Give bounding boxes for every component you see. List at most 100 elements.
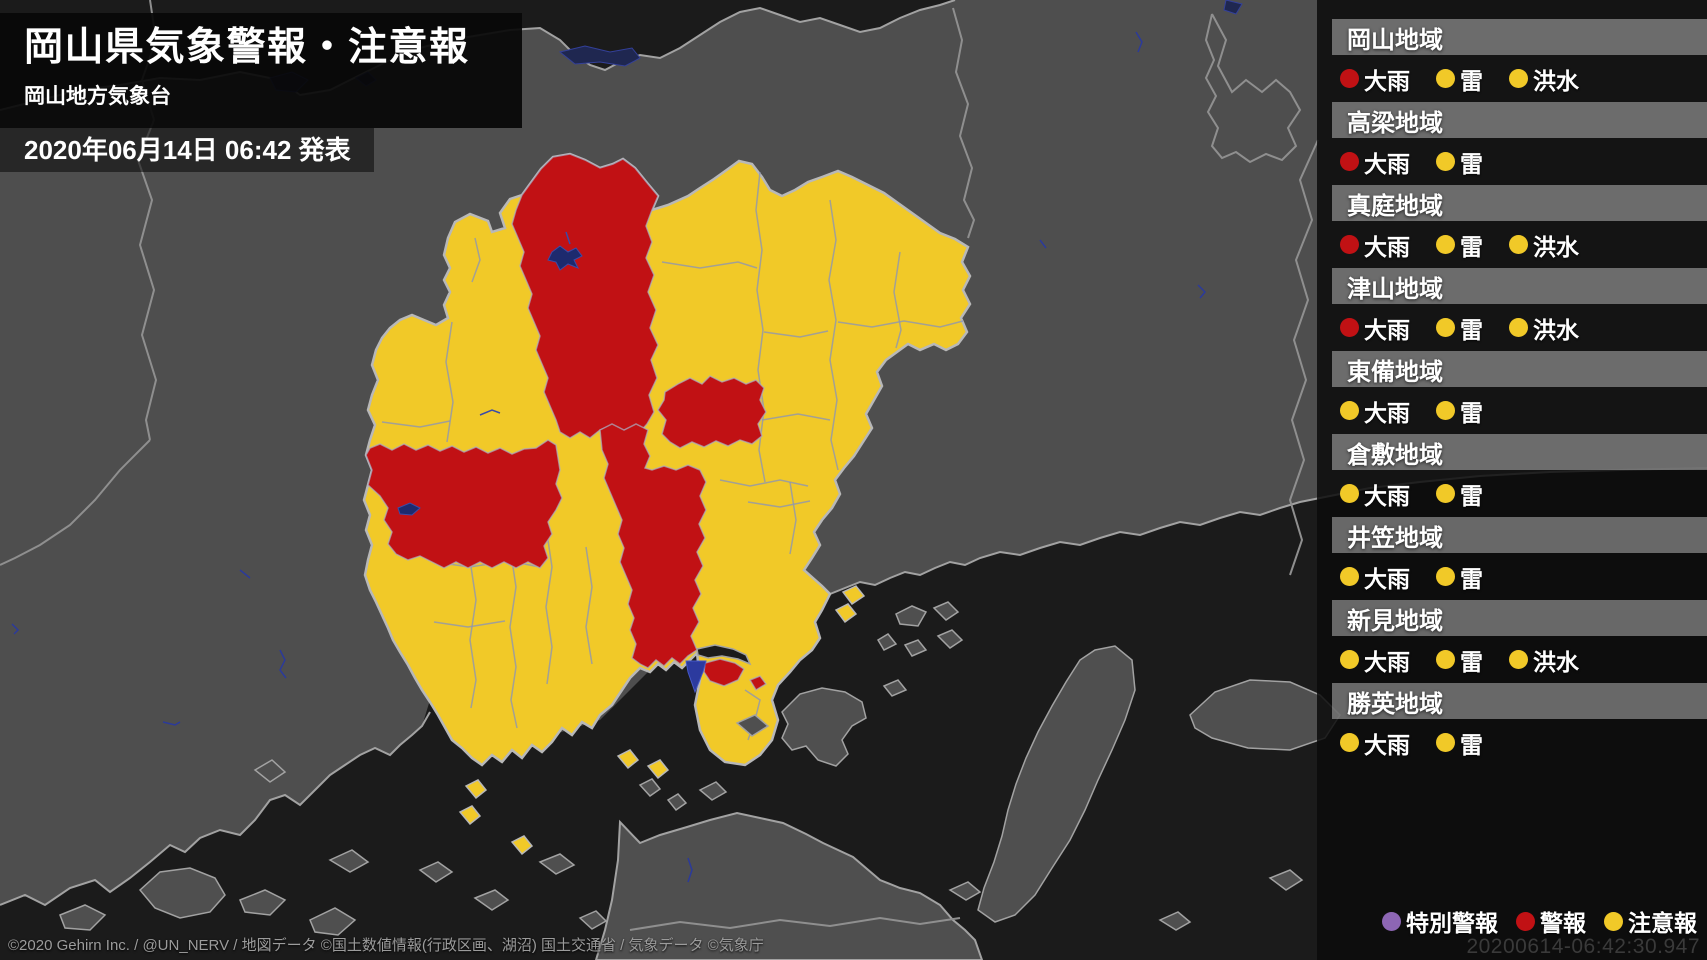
warning-item: 雷 <box>1436 643 1483 677</box>
warning-item: 洪水 <box>1509 228 1579 262</box>
warning-regions <box>365 153 768 692</box>
warning-label: 洪水 <box>1533 233 1579 260</box>
region-block: 東備地域 大雨 雷 <box>1317 351 1707 434</box>
warning-item: 洪水 <box>1509 643 1579 677</box>
warning-item: 大雨 <box>1340 477 1410 511</box>
advisory-dot-icon <box>1436 318 1455 337</box>
region-header: 倉敷地域 <box>1332 434 1707 470</box>
region-warnings: 大雨 雷 <box>1340 719 1707 766</box>
lake <box>1223 0 1243 15</box>
region-header: 高梁地域 <box>1332 102 1707 138</box>
warning-item: 雷 <box>1436 311 1483 345</box>
warning-label: 特別警報 <box>1406 910 1498 936</box>
region-block: 倉敷地域 大雨 雷 <box>1317 434 1707 517</box>
issued-timestamp: 2020年06月14日 06:42 発表 <box>0 128 374 172</box>
warning-label: 大雨 <box>1364 233 1410 260</box>
warning-label: 洪水 <box>1533 67 1579 94</box>
advisory-dot-icon <box>1340 567 1359 586</box>
warning-item: 大雨 <box>1340 145 1410 179</box>
warning-item: 雷 <box>1436 145 1483 179</box>
warning-item: 雷 <box>1436 477 1483 511</box>
region-block: 津山地域 大雨 雷 洪水 <box>1317 268 1707 351</box>
region-block: 井笠地域 大雨 雷 <box>1317 517 1707 600</box>
warning-item: 大雨 <box>1340 726 1410 760</box>
alert-list: 岡山地域 大雨雷洪水 高梁地域 大雨雷 真庭地域 大雨雷洪水 津山地域 大雨雷洪… <box>1317 19 1707 766</box>
warning-label: 大雨 <box>1364 67 1410 94</box>
prefecture-border <box>629 916 961 931</box>
lake-kojima <box>685 660 707 694</box>
dam-lake <box>547 245 583 271</box>
warning-item: 大雨 <box>1340 560 1410 594</box>
advisory-dot-icon <box>1509 69 1528 88</box>
warning-region-south <box>599 423 707 669</box>
advisory-dot-icon <box>1340 484 1359 503</box>
advisory-dot-icon <box>1436 650 1455 669</box>
warning-label: 大雨 <box>1364 316 1410 343</box>
warning-label: 雷 <box>1460 731 1483 758</box>
region-block: 岡山地域 大雨 雷 洪水 <box>1317 19 1707 102</box>
advisory-dot-icon <box>1436 69 1455 88</box>
region-block: 新見地域 大雨 雷 洪水 <box>1317 600 1707 683</box>
warning-label: 警報 <box>1540 910 1586 936</box>
warning-label: 雷 <box>1460 316 1483 343</box>
region-header: 岡山地域 <box>1332 19 1707 55</box>
advisory-dot-icon <box>1340 401 1359 420</box>
warning-dot-icon <box>1340 318 1359 337</box>
warning-label: 雷 <box>1460 482 1483 509</box>
warning-label: 大雨 <box>1364 648 1410 675</box>
advisory-dot-icon <box>1436 567 1455 586</box>
warning-item: 雷 <box>1436 394 1483 428</box>
region-warnings: 大雨 雷 <box>1340 138 1707 185</box>
warning-label: 雷 <box>1460 233 1483 260</box>
region-name: 高梁地域 <box>1347 109 1443 137</box>
prefecture-lakes <box>397 231 707 694</box>
warning-dot-icon <box>1340 235 1359 254</box>
warning-item: 特別警報 <box>1382 904 1498 938</box>
copyright-attribution: ©2020 Gehirn Inc. / @UN_NERV / 地図データ ©国土… <box>8 937 764 954</box>
advisory-dot-icon <box>1340 650 1359 669</box>
region-warnings: 大雨 雷 洪水 <box>1340 636 1707 683</box>
rivers <box>11 31 1207 726</box>
river <box>687 857 693 883</box>
warning-region-coastal <box>703 658 745 687</box>
warning-label: 大雨 <box>1364 731 1410 758</box>
warning-label: 大雨 <box>1364 482 1410 509</box>
region-header: 井笠地域 <box>1332 517 1707 553</box>
warning-item: 警報 <box>1516 904 1586 938</box>
region-header: 真庭地域 <box>1332 185 1707 221</box>
advisory-dot-icon <box>1340 733 1359 752</box>
advisory-dot-icon <box>1509 650 1528 669</box>
warning-label: 雷 <box>1460 150 1483 177</box>
warning-item: 洪水 <box>1509 62 1579 96</box>
issuing-agency: 岡山地方気象台 <box>24 84 171 108</box>
warning-label: 雷 <box>1460 67 1483 94</box>
region-name: 勝英地域 <box>1347 690 1443 718</box>
region-warnings: 大雨 雷 洪水 <box>1340 55 1707 102</box>
warning-dot-icon <box>1516 911 1535 931</box>
warning-item: 大雨 <box>1340 62 1410 96</box>
warning-label: 洪水 <box>1533 316 1579 343</box>
warning-dot-icon <box>1340 69 1359 88</box>
region-name: 井笠地域 <box>1347 524 1443 552</box>
coastal-lagoon <box>558 45 641 67</box>
warning-item: 大雨 <box>1340 394 1410 428</box>
advisory-dot-icon <box>1436 401 1455 420</box>
warning-label: 雷 <box>1460 399 1483 426</box>
warning-item: 注意報 <box>1604 904 1697 938</box>
okayama-islands <box>458 585 866 856</box>
shikoku-land <box>594 811 984 960</box>
warning-item: 大雨 <box>1340 228 1410 262</box>
warning-dot-icon <box>1340 152 1359 171</box>
warning-item: 雷 <box>1436 228 1483 262</box>
warning-item: 大雨 <box>1340 643 1410 677</box>
warning-label: 大雨 <box>1364 565 1410 592</box>
alert-level-legend: 特別警報 警報 注意報 <box>1382 904 1697 938</box>
advisory-dot-icon <box>1436 235 1455 254</box>
advisory-dot-icon <box>1509 318 1528 337</box>
region-warnings: 大雨 雷 <box>1340 553 1707 600</box>
warning-item: 雷 <box>1436 560 1483 594</box>
warning-item: 雷 <box>1436 62 1483 96</box>
okayama-prefecture-advisory-area <box>362 152 972 767</box>
advisory-dot-icon <box>1436 484 1455 503</box>
advisory-dot-icon <box>1604 911 1623 931</box>
